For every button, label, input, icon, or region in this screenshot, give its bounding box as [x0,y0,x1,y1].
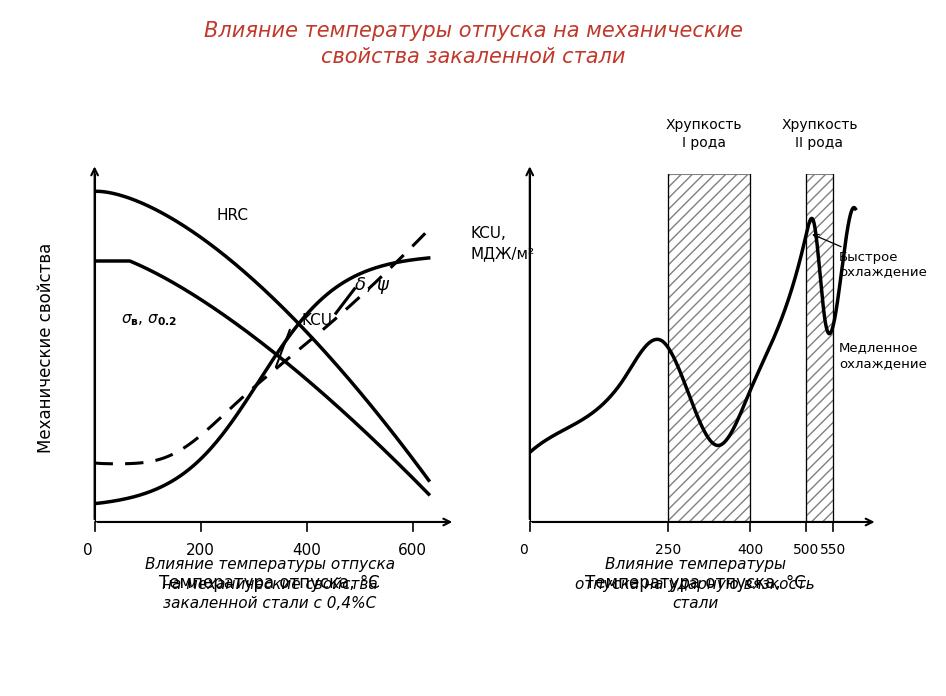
Text: Хрупкость
I рода: Хрупкость I рода [665,118,742,150]
Text: $\sigma_\mathbf{в}$, $\sigma_\mathbf{0.2}$: $\sigma_\mathbf{в}$, $\sigma_\mathbf{0.2… [121,313,177,328]
Text: Механические свойства: Механические свойства [37,243,55,453]
Text: 0: 0 [83,543,93,558]
Text: 550: 550 [820,543,847,557]
Text: 600: 600 [398,543,428,558]
Text: 500: 500 [793,543,819,557]
Text: Влияние температуры
отпуска на ударную вязкость
стали: Влияние температуры отпуска на ударную в… [575,557,815,611]
Text: 400: 400 [737,543,763,557]
Text: Влияние температуры отпуска
на механические свойства
закаленной стали с 0,4%С: Влияние температуры отпуска на механичес… [145,557,394,611]
Text: Медленное
охлаждение: Медленное охлаждение [839,341,927,370]
Text: Температура отпуска, °С: Температура отпуска, °С [585,574,806,592]
Text: Влияние температуры отпуска на механические
свойства закаленной стали: Влияние температуры отпуска на механичес… [203,21,743,68]
Text: KCU,
МДЖ/м²: KCU, МДЖ/м² [470,226,534,261]
Text: 250: 250 [655,543,681,557]
Text: HRC: HRC [217,208,249,223]
Text: 0: 0 [518,543,528,557]
Text: Хрупкость
II рода: Хрупкость II рода [781,118,858,150]
Text: Быстрое
охлаждение: Быстрое охлаждение [814,235,927,278]
Text: 400: 400 [292,543,322,558]
Text: Температура отпуска, °С: Температура отпуска, °С [159,574,380,592]
Text: $\delta$, $\psi$: $\delta$, $\psi$ [355,275,391,296]
Bar [668,174,750,522]
Text: KCU: KCU [302,313,332,328]
Bar [806,174,833,522]
Text: 200: 200 [186,543,215,558]
